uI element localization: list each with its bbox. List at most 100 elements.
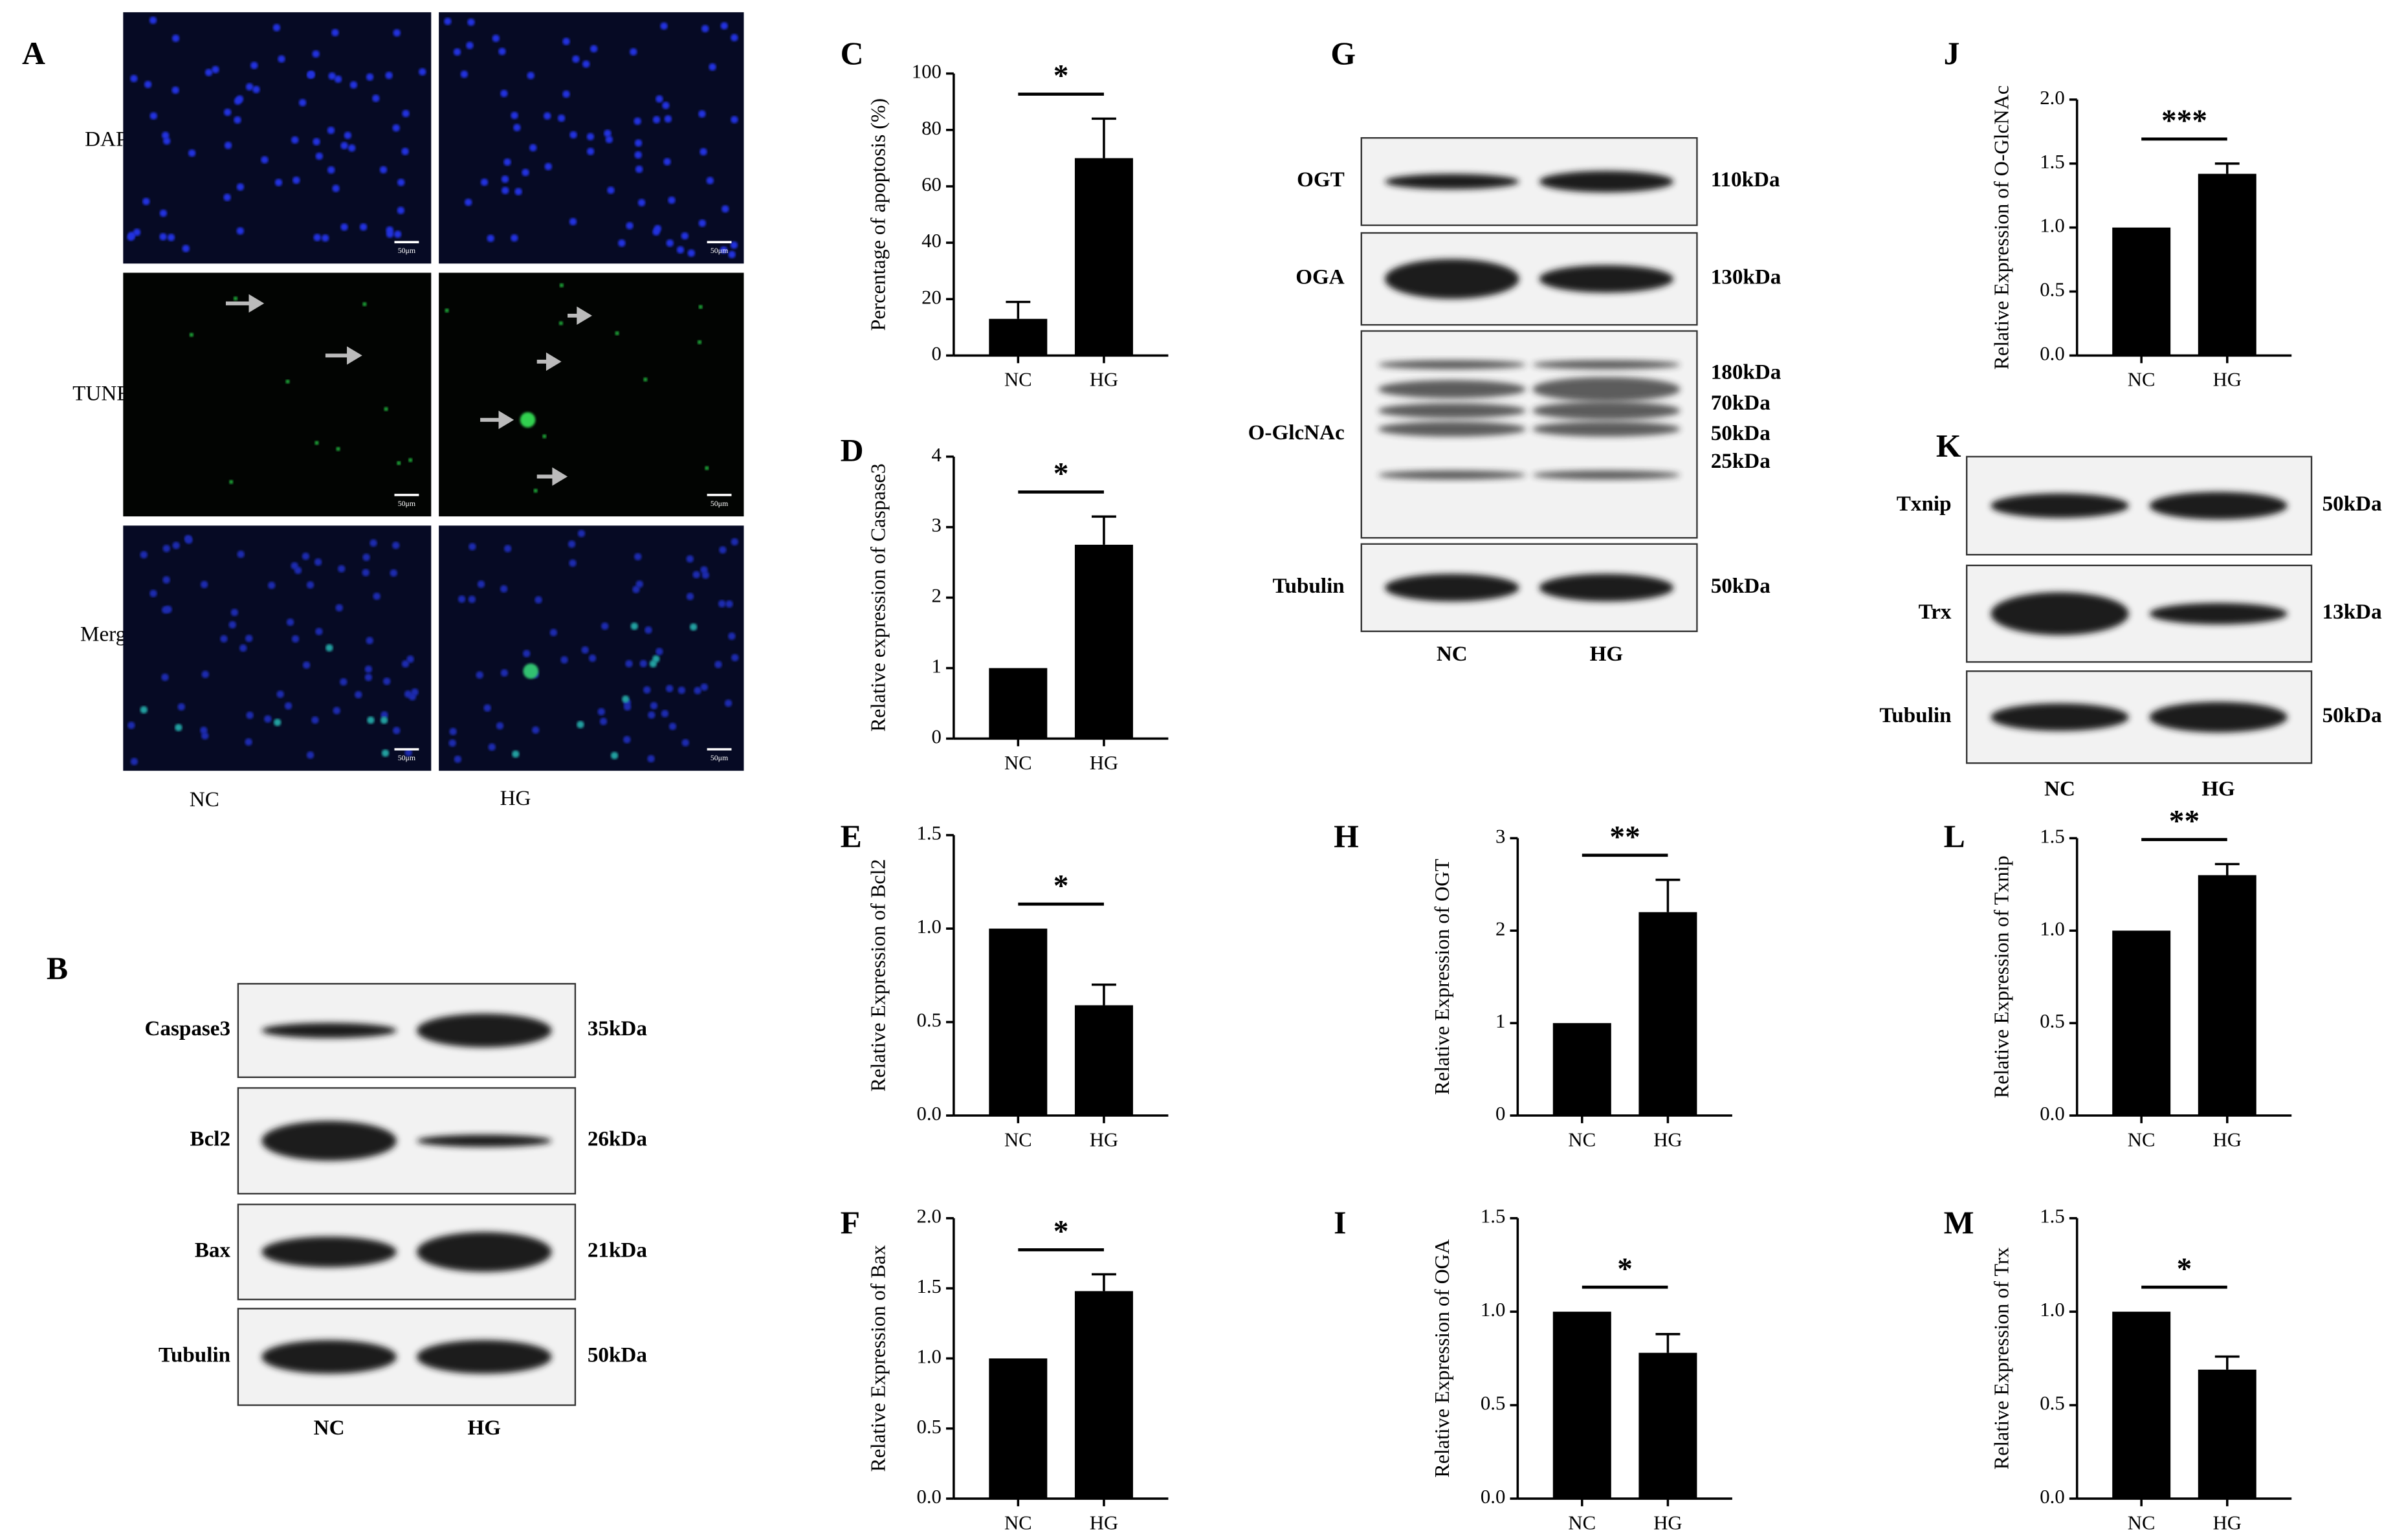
cell [307,71,315,78]
cell [731,34,738,41]
cell [698,219,706,227]
y-axis-label: Relative expression of Caspase3 [867,463,890,732]
cell [724,699,733,707]
y-tick-label: 4 [932,444,942,466]
scale-bar-label: 50μm [711,246,729,255]
cell [313,138,320,146]
y-tick-label: 1.0 [2040,215,2064,237]
band [417,1339,552,1374]
y-tick-label: 1.0 [2040,1299,2064,1321]
cell [268,581,276,589]
x-tick-label: HG [1090,1512,1118,1534]
cell [379,166,388,174]
arrow-head [577,306,592,325]
cell [645,626,652,634]
band [1539,171,1674,193]
cell [348,144,356,152]
cell [372,94,380,102]
significance: ** [1609,820,1640,854]
cell [562,90,570,98]
cell [383,677,391,685]
cell [728,250,736,259]
y-tick-label: 0.5 [916,1009,941,1031]
cell [314,558,322,566]
cell [503,545,512,553]
cell [159,233,167,241]
protein-label: Bcl2 [190,1127,230,1151]
cell [362,302,367,307]
cell [212,65,219,74]
cell [369,539,377,547]
cell [630,48,637,56]
scale-bar-label: 50μm [398,753,416,762]
cell [701,25,709,32]
y-tick-label: 1.0 [2040,918,2064,940]
cell [558,321,563,325]
apoptotic-cell [520,412,536,428]
size-label: 26kDa [588,1127,648,1151]
cell [161,606,170,614]
band [1532,360,1681,369]
y-tick-label: 0 [932,342,942,364]
band [417,1013,552,1048]
cell [610,752,619,760]
y-tick-label: 0.5 [2040,1010,2064,1032]
cell [233,296,238,301]
cell [239,644,247,652]
cell [615,331,619,336]
cell [390,569,397,577]
cell [162,576,170,584]
cell [662,102,670,109]
x-tick-label: NC [2128,1128,2156,1150]
cell [648,711,656,719]
cell [333,707,340,714]
panel-letter: G [1330,36,1356,71]
cell [714,661,722,668]
cell [660,22,668,30]
cell [501,175,509,183]
panel-letter: M [1944,1205,1974,1240]
cell [335,604,343,612]
bar [2112,227,2171,356]
x-tick-label: NC [2128,1512,2156,1534]
cell [294,566,302,575]
y-tick-label: 0.0 [1481,1486,1505,1508]
cell [402,109,410,118]
cell [364,665,373,673]
bar [2112,1312,2171,1499]
cell [625,660,633,668]
y-tick-label: 1.0 [916,916,941,938]
cell [634,139,643,147]
cell [144,80,152,89]
significance: * [1053,60,1069,93]
cell [635,165,643,173]
protein-label: Caspase3 [144,1017,230,1040]
band [2149,602,2288,625]
protein-label: Tubulin [159,1343,230,1367]
bar [1552,1023,1611,1116]
size-label: 50kDa [1711,574,1771,598]
cell [200,727,208,734]
size-label: 180kDa [1711,360,1781,384]
cell [327,126,335,135]
cell [201,670,209,678]
band [261,1237,397,1268]
error-bar [2214,1355,2240,1370]
band [261,1121,397,1161]
cell [397,179,405,186]
x-tick-label: HG [2213,1512,2242,1534]
y-tick-label: 2 [1495,918,1505,940]
cell [306,751,314,759]
cell [689,623,698,631]
y-tick-label: 3 [932,514,942,536]
y-tick-label: 1.5 [2040,1205,2064,1227]
significance: ** [2169,805,2200,839]
band [1990,592,2129,635]
panel-letter: A [22,36,45,71]
cell [397,461,401,465]
cell [586,133,595,140]
cell [182,245,190,252]
cell [397,206,405,214]
error-bar [2214,863,2240,875]
